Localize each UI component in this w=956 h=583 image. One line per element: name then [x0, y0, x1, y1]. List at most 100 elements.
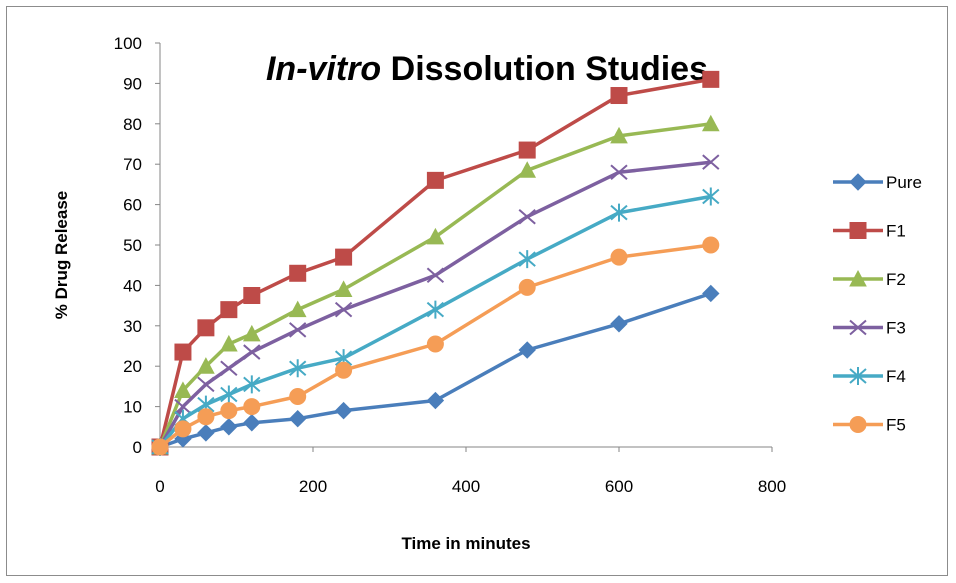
- legend-label-f1: F1: [886, 222, 906, 241]
- data-point-pure: [518, 341, 536, 359]
- data-point-f2: [701, 114, 720, 132]
- data-point-f2: [174, 381, 192, 398]
- legend-item-f4: F4: [833, 367, 906, 386]
- data-point-f5: [151, 438, 169, 456]
- x-tick-label: 600: [605, 477, 633, 496]
- y-axis-title: % Drug Release: [52, 191, 71, 320]
- series-group: [151, 70, 720, 456]
- data-point-pure: [610, 315, 628, 333]
- y-tick-label: 40: [123, 276, 142, 295]
- x-tick-label: 0: [155, 477, 164, 496]
- x-tick-label: 200: [299, 477, 327, 496]
- data-point-f5: [426, 335, 444, 353]
- legend-item-f3: F3: [833, 319, 906, 338]
- chart-title-italic: In-vitro: [266, 50, 381, 88]
- dissolution-chart: In-vitro Dissolution Studies 0 10 20 30 40 50…: [52, 34, 922, 553]
- data-point-f4: [243, 375, 261, 394]
- legend-item-f1: F1: [833, 222, 906, 241]
- legend-marker-pure: [849, 173, 867, 191]
- data-point-pure: [288, 410, 307, 428]
- data-point-f4: [702, 187, 720, 206]
- data-point-f5: [610, 248, 628, 266]
- chart-title-rest: Dissolution Studies: [381, 50, 708, 88]
- axes: 0 10 20 30 40 50 60 70 80 90 100 0 200 400 600 800: [114, 34, 787, 496]
- data-point-f5: [335, 361, 353, 379]
- data-point-f3: [243, 344, 261, 360]
- y-tick-label: 100: [114, 34, 142, 53]
- legend-label-f2: F2: [886, 270, 906, 289]
- y-tick-label: 90: [123, 74, 142, 93]
- legend: Pure F1 F2 F3 F4 F5: [833, 173, 922, 435]
- data-point-f3: [518, 208, 536, 225]
- data-point-f5: [220, 402, 238, 420]
- data-point-f5: [702, 236, 720, 254]
- y-tick-label: 60: [123, 196, 142, 215]
- x-tick-label: 400: [452, 477, 480, 496]
- data-point-f3: [610, 164, 628, 181]
- series-f5: [151, 236, 720, 456]
- data-point-f1: [426, 171, 444, 189]
- series-f2: [151, 114, 720, 455]
- data-point-pure: [197, 424, 215, 442]
- data-point-f5: [174, 420, 192, 438]
- data-point-f1: [610, 87, 628, 105]
- data-point-f5: [243, 398, 261, 416]
- data-point-f5: [289, 388, 307, 405]
- legend-item-f5: F5: [833, 416, 906, 435]
- legend-label-f4: F4: [886, 367, 906, 386]
- data-point-f3: [702, 154, 720, 170]
- y-tick-label: 80: [123, 115, 142, 134]
- data-point-f1: [243, 287, 261, 304]
- data-point-pure: [702, 284, 720, 303]
- data-point-f2: [426, 227, 445, 245]
- data-point-pure: [220, 418, 238, 436]
- y-tick-label: 20: [123, 357, 142, 376]
- data-point-f2: [220, 334, 238, 352]
- data-point-f1: [702, 70, 720, 88]
- data-point-f3: [426, 267, 445, 284]
- x-tick-label: 800: [758, 477, 786, 496]
- data-point-f3: [174, 398, 192, 415]
- chart-frame: In-vitro Dissolution Studies 0 10 20 30 40 50…: [6, 6, 948, 576]
- series-f3: [151, 154, 720, 455]
- legend-item-pure: Pure: [833, 173, 922, 192]
- data-point-f5: [518, 278, 536, 296]
- data-point-f2: [610, 126, 628, 144]
- data-point-f1: [335, 248, 353, 266]
- x-axis-title: Time in minutes: [401, 534, 530, 553]
- y-tick-label: 10: [123, 398, 142, 417]
- legend-label-pure: Pure: [886, 173, 922, 192]
- legend-marker-f5: [849, 416, 867, 433]
- legend-marker-f3: [849, 319, 867, 336]
- data-point-f2: [197, 357, 215, 374]
- data-point-f4: [610, 203, 628, 222]
- data-point-f1: [289, 264, 307, 282]
- data-point-f1: [174, 343, 192, 361]
- data-point-f3: [220, 360, 238, 376]
- legend-marker-f4: [849, 367, 867, 385]
- data-point-pure: [334, 401, 353, 420]
- data-point-f5: [197, 408, 215, 426]
- data-point-f3: [289, 322, 307, 338]
- data-point-f4: [220, 385, 238, 404]
- data-point-f3: [334, 301, 353, 318]
- data-point-pure: [243, 414, 261, 432]
- data-point-f1: [197, 319, 215, 337]
- legend-label-f5: F5: [886, 416, 906, 435]
- legend-item-f2: F2: [833, 269, 906, 289]
- data-point-f1: [518, 141, 536, 159]
- data-point-f2: [518, 161, 537, 178]
- series-f4: [151, 187, 720, 456]
- legend-marker-f2: [849, 269, 867, 287]
- y-tick-label: 70: [123, 155, 142, 174]
- series-pure: [151, 284, 720, 456]
- data-point-f3: [197, 376, 215, 393]
- data-point-f1: [220, 301, 238, 319]
- y-tick-label: 30: [123, 317, 142, 336]
- y-tick-label: 50: [123, 236, 142, 255]
- legend-marker-f1: [849, 222, 867, 239]
- data-point-f4: [289, 359, 307, 378]
- data-point-f2: [334, 280, 353, 297]
- legend-label-f3: F3: [886, 319, 906, 338]
- y-tick-label: 0: [133, 438, 142, 457]
